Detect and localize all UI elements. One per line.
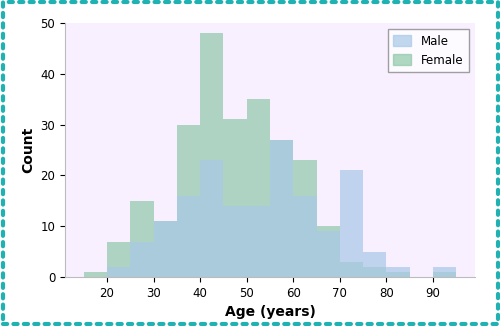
Bar [433,267,456,277]
Bar [107,267,130,277]
Bar [363,252,386,277]
Bar [363,267,386,277]
Bar [200,160,224,277]
Bar [270,140,293,277]
Bar [340,170,363,277]
X-axis label: Age (years): Age (years) [224,305,316,319]
Bar [177,196,200,277]
Bar [294,196,316,277]
Bar [294,160,316,277]
Bar [386,267,410,277]
Bar [130,201,154,277]
Bar [224,206,246,277]
Bar [107,242,130,277]
Bar [130,242,154,277]
Bar [340,262,363,277]
Bar [316,231,340,277]
Bar [316,226,340,277]
Legend: Male, Female: Male, Female [388,29,469,72]
Bar [433,272,456,277]
Bar [386,272,410,277]
Bar [200,33,224,277]
Bar [154,221,177,277]
Bar [246,99,270,277]
Bar [246,206,270,277]
Bar [270,140,293,277]
Bar [224,119,246,277]
Bar [177,125,200,277]
Y-axis label: Count: Count [21,127,35,173]
Bar [84,272,107,277]
Bar [154,221,177,277]
